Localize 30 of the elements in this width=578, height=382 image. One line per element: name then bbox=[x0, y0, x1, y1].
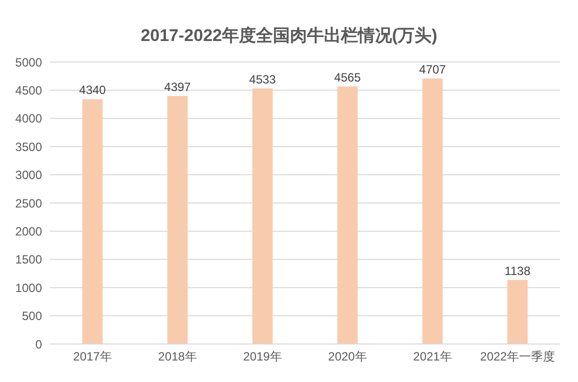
data-label: 4707 bbox=[419, 62, 446, 77]
y-tick-label: 3000 bbox=[15, 168, 42, 182]
y-tick-label: 2500 bbox=[15, 196, 42, 210]
bar bbox=[167, 96, 188, 344]
y-tick-label: 3500 bbox=[15, 140, 42, 154]
y-tick-label: 2000 bbox=[15, 224, 42, 238]
y-tick-label: 4500 bbox=[15, 83, 42, 98]
bar bbox=[252, 88, 273, 344]
data-label: 1138 bbox=[504, 264, 531, 278]
x-tick-label: 2020年 bbox=[328, 350, 367, 364]
data-label: 4533 bbox=[249, 72, 276, 86]
x-tick-label: 2022年一季度 bbox=[480, 350, 555, 364]
bar bbox=[507, 280, 528, 344]
data-label: 4565 bbox=[334, 70, 362, 85]
x-tick-label: 2019年 bbox=[243, 350, 282, 364]
data-label: 4397 bbox=[164, 80, 192, 94]
y-tick-label: 500 bbox=[22, 309, 42, 324]
x-tick-label: 2017年 bbox=[73, 350, 112, 364]
bar bbox=[422, 78, 443, 344]
bar bbox=[82, 99, 103, 344]
y-tick-label: 4000 bbox=[15, 112, 42, 126]
y-tick-label: 1000 bbox=[15, 280, 42, 295]
y-tick-label: 1500 bbox=[15, 252, 42, 267]
y-tick-label: 5000 bbox=[15, 55, 42, 70]
data-label: 4340 bbox=[79, 83, 106, 98]
y-tick-label: 0 bbox=[35, 337, 42, 352]
chart-title: 2017-2022年度全国肉牛出栏情况(万头) bbox=[140, 25, 438, 47]
x-tick-label: 2021年 bbox=[413, 350, 452, 364]
bar bbox=[337, 86, 358, 344]
x-tick-label: 2018年 bbox=[158, 350, 197, 364]
